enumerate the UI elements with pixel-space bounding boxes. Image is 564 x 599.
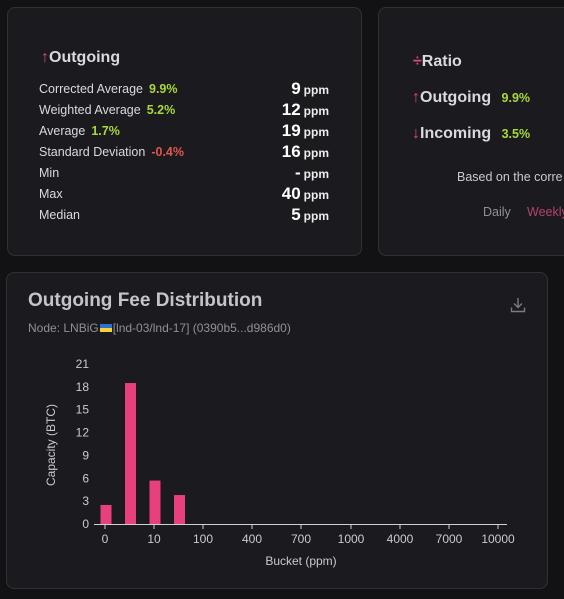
x-tick-label: 4000	[387, 532, 414, 546]
x-tick-label: 100	[193, 532, 213, 546]
node-suffix: [lnd-03/lnd-17] (0390b5...d986d0)	[112, 321, 291, 335]
arrow-up-icon: ↑	[41, 49, 49, 66]
stat-row: Max 40 ppm	[39, 184, 329, 205]
stat-row: Average 1.7% 19 ppm	[39, 121, 329, 142]
download-icon[interactable]	[509, 296, 527, 314]
divide-icon: ÷	[413, 53, 422, 70]
x-axis-title: Bucket (ppm)	[265, 554, 336, 568]
stat-label-text: Max	[39, 187, 63, 201]
chart-title: Outgoing Fee Distribution	[28, 290, 263, 311]
ratio-card-title: ÷Ratio	[413, 53, 462, 71]
stat-change: 1.7%	[91, 124, 120, 138]
stat-label-text: Weighted Average	[39, 103, 141, 117]
ratio-outgoing-pct: 9.9%	[501, 91, 531, 105]
stat-label-text: Corrected Average	[39, 82, 143, 96]
stat-label: Weighted Average 5.2%	[39, 103, 175, 117]
arrow-down-icon: ↓	[412, 125, 420, 142]
y-tick-label: 6	[82, 471, 89, 485]
ratio-outgoing-label: Outgoing	[420, 89, 492, 106]
ratio-basis-text: Based on the corre	[457, 170, 563, 184]
x-ticks: 0 10 100 400 700 1000 4000 7000 10000	[102, 524, 515, 546]
x-tick-label: 10	[147, 532, 161, 546]
ukraine-flag-icon	[99, 324, 112, 332]
y-tick-label: 0	[82, 517, 89, 531]
ratio-card: ÷Ratio ↑Outgoing 9.9% ↓Incoming 3.5% Bas…	[378, 7, 564, 256]
stat-label-text: Median	[39, 208, 80, 222]
bar-0[interactable]	[100, 504, 112, 524]
x-tick-label: 400	[242, 532, 262, 546]
stat-unit: ppm	[303, 125, 329, 139]
stat-row: Min - ppm	[39, 163, 329, 184]
x-tick-label: 7000	[436, 532, 463, 546]
stat-unit: ppm	[303, 167, 329, 181]
y-tick-label: 18	[76, 380, 90, 394]
y-tick-label: 15	[76, 403, 90, 417]
stat-value: 16 ppm	[282, 142, 329, 162]
stat-label: Min	[39, 166, 59, 180]
stat-unit: ppm	[303, 209, 329, 223]
bars-layer	[100, 383, 185, 524]
stat-number: 5	[291, 205, 301, 224]
stat-row: Weighted Average 5.2% 12 ppm	[39, 100, 329, 121]
x-tick-label: 1000	[338, 532, 365, 546]
stat-value: 12 ppm	[282, 100, 329, 120]
ratio-incoming-pct: 3.5%	[501, 127, 531, 141]
y-axis-title: Capacity (BTC)	[44, 404, 58, 486]
stat-value: 5 ppm	[291, 205, 329, 225]
stat-row: Standard Deviation -0.4% 16 ppm	[39, 142, 329, 163]
y-ticks: 0 3 6 9 12 15 18 21	[76, 357, 90, 531]
x-tick-label: 0	[102, 532, 109, 546]
fee-distribution-card: Outgoing Fee Distribution Node: LNBiG [ln…	[6, 272, 548, 589]
stat-row: Median 5 ppm	[39, 205, 329, 226]
node-info: Node: LNBiG [lnd-03/lnd-17] (0390b5...d98…	[28, 321, 291, 335]
stat-unit: ppm	[303, 146, 329, 160]
ratio-title-text: Ratio	[421, 53, 462, 70]
outgoing-card-title: ↑Outgoing	[41, 49, 120, 67]
tab-weekly[interactable]: Weekly	[527, 205, 564, 219]
stat-label: Median	[39, 208, 80, 222]
stat-change: 9.9%	[149, 82, 178, 96]
stat-number: 12	[281, 100, 301, 119]
tab-daily[interactable]: Daily	[483, 205, 511, 219]
stat-label: Corrected Average 9.9%	[39, 82, 178, 96]
ratio-outgoing: ↑Outgoing 9.9%	[412, 89, 530, 107]
stat-label: Average 1.7%	[39, 124, 120, 138]
ratio-incoming: ↓Incoming 3.5%	[412, 125, 530, 143]
stat-row: Corrected Average 9.9% 9 ppm	[39, 79, 329, 100]
stat-label-text: Average	[39, 124, 86, 138]
stat-number: 9	[291, 79, 301, 98]
stat-value: - ppm	[295, 163, 329, 183]
stat-unit: ppm	[303, 83, 329, 97]
bar-2[interactable]	[149, 480, 161, 524]
stat-change: -0.4%	[151, 145, 184, 159]
x-tick-label: 10000	[481, 532, 515, 546]
stat-label-text: Min	[39, 166, 60, 180]
arrow-up-icon: ↑	[412, 89, 420, 106]
y-tick-label: 3	[82, 494, 89, 508]
stat-number: 40	[281, 184, 301, 203]
stat-label: Standard Deviation -0.4%	[39, 145, 184, 159]
stat-value: 40 ppm	[282, 184, 329, 204]
stat-label-text: Standard Deviation	[39, 145, 146, 159]
stat-number: 19	[281, 121, 301, 140]
stat-label: Max	[39, 187, 63, 201]
stat-value: 9 ppm	[291, 79, 329, 99]
y-tick-label: 9	[82, 448, 89, 462]
y-tick-label: 21	[76, 357, 90, 371]
bar-1[interactable]	[125, 383, 136, 524]
stat-number: 16	[281, 142, 301, 161]
outgoing-title-text: Outgoing	[49, 49, 121, 66]
outgoing-stats-card: ↑Outgoing Corrected Average 9.9% 9 ppm Weigh…	[7, 7, 362, 256]
x-tick-label: 700	[291, 532, 311, 546]
node-prefix: Node: LNBiG	[28, 321, 99, 335]
stat-value: 19 ppm	[282, 121, 329, 141]
bar-3[interactable]	[174, 495, 185, 524]
y-tick-label: 12	[76, 426, 90, 440]
fee-distribution-chart: 0 10 100 400 700 1000 4000 7000 10000 0 3 6 9 12 15 18…	[44, 357, 515, 568]
stat-unit: ppm	[303, 104, 329, 118]
stat-change: 5.2%	[146, 103, 176, 117]
stat-unit: ppm	[303, 188, 329, 202]
stat-number: -	[294, 163, 301, 182]
ratio-incoming-label: Incoming	[420, 125, 492, 142]
